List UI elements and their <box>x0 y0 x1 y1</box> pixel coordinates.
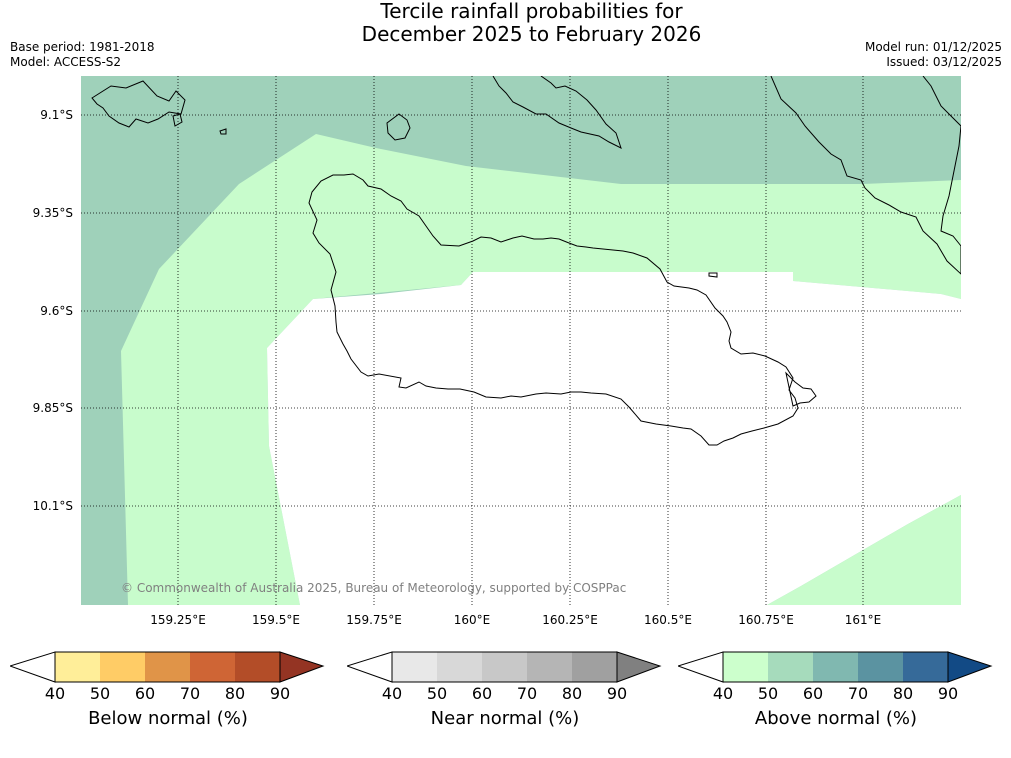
colorbar-tick: 80 <box>224 684 246 703</box>
copyright-text: © Commonwealth of Australia 2025, Bureau… <box>121 581 626 595</box>
coastlines <box>91 76 961 446</box>
north-central-coastline <box>492 76 622 149</box>
colorbar-tick: 70 <box>179 684 201 703</box>
colorbar-segment <box>903 652 948 682</box>
colorbar-over-arrow <box>616 651 662 683</box>
colorbar-tick: 70 <box>847 684 869 703</box>
above-normal-40-50-region <box>121 134 961 605</box>
colorbar-tick: 70 <box>516 684 538 703</box>
colorbar-segment <box>858 652 903 682</box>
islet-north-coastline <box>386 113 411 141</box>
base-period-text: Base period: 1981-2018 <box>10 40 155 54</box>
colorbar-segment <box>145 652 190 682</box>
colorbar-tick: 60 <box>802 684 824 703</box>
colorbar-segment <box>235 652 280 682</box>
colorbar-frame <box>722 651 949 683</box>
east-cape-coastline <box>785 371 817 407</box>
colorbar-tick: 50 <box>757 684 779 703</box>
colorbar-segment <box>527 652 572 682</box>
meta-right: Model run: 01/12/2025 Issued: 03/12/2025 <box>865 40 1002 70</box>
colorbar-segment <box>813 652 858 682</box>
probability-map: © Commonwealth of Australia 2025, Bureau… <box>81 76 961 605</box>
colorbar-tick: 60 <box>134 684 156 703</box>
colorbar-under-arrow <box>10 651 56 683</box>
colorbar-tick: 90 <box>937 684 959 703</box>
northwest-coastline <box>91 80 186 128</box>
above-normal-40-50-south-region <box>767 495 961 605</box>
lon-label: 161°E <box>844 613 882 627</box>
no-shading-region <box>267 272 961 605</box>
colorbar-tick: 90 <box>606 684 628 703</box>
colorbar-segment <box>723 652 768 682</box>
colorbar-segment <box>482 652 527 682</box>
colorbar-tick: 40 <box>44 684 66 703</box>
above-normal-colorbar <box>678 651 993 683</box>
lat-label: 9.85°S <box>32 401 73 415</box>
colorbar-tick: 50 <box>426 684 448 703</box>
near-normal-title: Near normal (%) <box>430 708 580 729</box>
colorbar-frame <box>391 651 618 683</box>
colorbar-segment <box>572 652 617 682</box>
lat-label: 9.35°S <box>32 206 73 220</box>
northwest-islet-2-coastline <box>219 128 227 135</box>
lon-label: 159.75°E <box>346 613 402 627</box>
colorbar-tick: 80 <box>561 684 583 703</box>
lon-label: 159.5°E <box>252 613 300 627</box>
small-islet-coastline <box>708 272 718 278</box>
colorbar-frame <box>54 651 281 683</box>
colorbar-tick: 90 <box>269 684 291 703</box>
colorbar-over-arrow <box>947 651 993 683</box>
near-normal-colorbar <box>347 651 662 683</box>
colorbar-tick: 60 <box>471 684 493 703</box>
colorbar-segment <box>437 652 482 682</box>
colorbar-under-arrow <box>347 651 393 683</box>
lon-label: 159.25°E <box>150 613 206 627</box>
colorbar-segment <box>55 652 100 682</box>
lon-label: 160.5°E <box>644 613 692 627</box>
model-text: Model: ACCESS-S2 <box>10 55 122 69</box>
gridlines <box>81 76 961 605</box>
island-main-coastline <box>308 173 799 446</box>
colorbar-segment <box>392 652 437 682</box>
below-normal-title: Below normal (%) <box>88 708 248 729</box>
issued-text: Issued: 03/12/2025 <box>886 55 1002 69</box>
colorbar-tick: 40 <box>712 684 734 703</box>
lon-label: 160.75°E <box>738 613 794 627</box>
colorbar-segment <box>100 652 145 682</box>
lon-label: 160°E <box>453 613 491 627</box>
title-line-1: Tercile rainfall probabilities for <box>380 0 683 23</box>
lat-label: 9.6°S <box>40 304 73 318</box>
colorbar-tick: 40 <box>381 684 403 703</box>
lat-label: 9.1°S <box>40 108 73 122</box>
colorbar-segment <box>768 652 813 682</box>
map-title: Tercile rainfall probabilities for Decem… <box>0 0 1011 46</box>
lon-label: 160.25°E <box>542 613 598 627</box>
title-line-2: December 2025 to February 2026 <box>361 22 702 46</box>
above-normal-title: Above normal (%) <box>754 708 918 729</box>
colorbar-segment <box>190 652 235 682</box>
meta-left: Base period: 1981-2018 Model: ACCESS-S2 <box>10 40 155 70</box>
below-normal-colorbar <box>10 651 325 683</box>
colorbar-under-arrow <box>678 651 724 683</box>
northeast-coastline <box>770 76 961 275</box>
colorbar-tick: 80 <box>892 684 914 703</box>
lat-label: 10.1°S <box>32 499 73 513</box>
colorbar-over-arrow <box>279 651 325 683</box>
model-run-text: Model run: 01/12/2025 <box>864 40 1002 54</box>
colorbar-tick: 50 <box>89 684 111 703</box>
